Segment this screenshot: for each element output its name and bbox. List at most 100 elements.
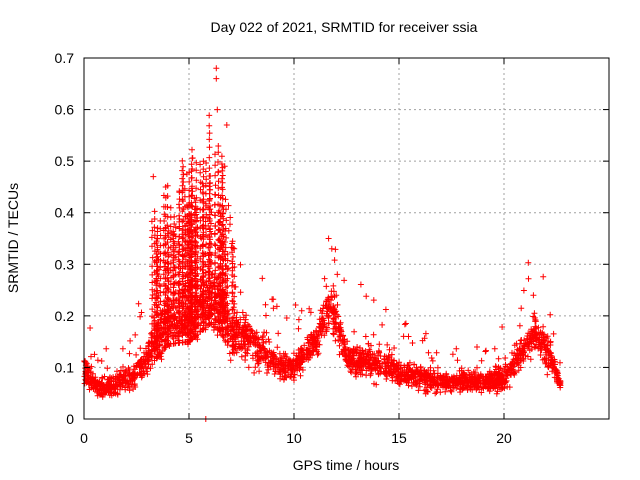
- data-point: [202, 200, 209, 207]
- data-point: [171, 321, 178, 328]
- data-point: [422, 330, 429, 337]
- data-point: [354, 357, 360, 364]
- data-point: [200, 319, 207, 326]
- data-point: [215, 263, 222, 270]
- data-point: [103, 345, 110, 352]
- data-point: [186, 187, 193, 194]
- data-point: [215, 168, 222, 175]
- data-point: [199, 288, 206, 295]
- data-point: [223, 284, 229, 291]
- data-point: [306, 305, 313, 312]
- data-point: [373, 381, 380, 388]
- data-point: [199, 189, 206, 196]
- data-point: [145, 350, 152, 357]
- data-point: [162, 203, 169, 210]
- data-point: [199, 214, 206, 220]
- data-point: [325, 320, 332, 327]
- data-point: [401, 372, 408, 378]
- data-point: [215, 201, 222, 208]
- data-point: [432, 379, 439, 386]
- data-point: [206, 265, 213, 272]
- data-point: [224, 342, 231, 349]
- data-point: [149, 227, 156, 234]
- data-point: [186, 257, 193, 264]
- data-point: [297, 372, 304, 379]
- data-point: [149, 271, 156, 278]
- data-point: [449, 351, 456, 358]
- data-point: [170, 228, 177, 235]
- data-point: [153, 327, 160, 334]
- data-point: [307, 331, 314, 338]
- data-point: [200, 306, 207, 313]
- data-point: [125, 381, 132, 388]
- data-point: [157, 264, 164, 271]
- data-point: [462, 375, 469, 382]
- data-point: [262, 359, 269, 366]
- data-point: [499, 324, 506, 330]
- data-point: [290, 350, 297, 357]
- data-point: [207, 257, 214, 264]
- data-point: [126, 366, 133, 373]
- data-point: [187, 222, 194, 229]
- data-point: [342, 347, 349, 354]
- data-point: [167, 214, 174, 221]
- data-point: [223, 234, 230, 241]
- data-point: [138, 374, 145, 381]
- data-point: [294, 357, 301, 364]
- data-point: [219, 195, 226, 202]
- data-point: [154, 346, 161, 353]
- data-point: [491, 378, 498, 385]
- data-point: [304, 350, 311, 357]
- data-point: [215, 313, 222, 320]
- data-point: [219, 231, 226, 238]
- data-point: [460, 385, 467, 391]
- data-point: [382, 306, 389, 313]
- data-point: [527, 356, 534, 363]
- data-point: [252, 364, 259, 371]
- data-point: [350, 346, 357, 353]
- data-point: [162, 234, 169, 241]
- data-point: [469, 375, 476, 382]
- data-point: [157, 289, 164, 296]
- data-point: [454, 357, 461, 364]
- data-point: [138, 309, 145, 316]
- data-point: [87, 325, 94, 331]
- data-point: [126, 350, 133, 357]
- data-point: [203, 160, 210, 166]
- data-point: [330, 282, 337, 289]
- data-point: [111, 383, 118, 390]
- data-point: [149, 279, 156, 286]
- data-point: [148, 234, 155, 241]
- data-point: [498, 372, 505, 379]
- x-tick-label: 20: [496, 430, 512, 446]
- data-point: [197, 322, 204, 329]
- data-point: [193, 185, 200, 192]
- data-point: [325, 235, 332, 242]
- data-point: [153, 334, 160, 341]
- data-point: [179, 294, 186, 301]
- data-point: [229, 264, 236, 271]
- data-point: [230, 314, 237, 321]
- data-point: [288, 373, 294, 380]
- data-point: [183, 220, 190, 227]
- data-point: [215, 236, 222, 243]
- data-point: [472, 381, 479, 388]
- data-point: [179, 286, 186, 293]
- data-point: [347, 349, 354, 356]
- data-point: [219, 202, 226, 209]
- data-point: [279, 373, 286, 380]
- data-point: [509, 360, 516, 367]
- data-point: [352, 366, 359, 373]
- data-point: [333, 320, 340, 327]
- data-point: [375, 370, 382, 377]
- data-point: [149, 313, 156, 320]
- data-point: [316, 316, 323, 323]
- data-point: [194, 285, 201, 292]
- data-point: [186, 337, 193, 344]
- data-point: [154, 278, 161, 284]
- data-point: [229, 336, 236, 343]
- data-point: [154, 287, 161, 294]
- y-tick-label: 0: [66, 411, 74, 427]
- data-point: [191, 294, 198, 301]
- data-point: [490, 385, 497, 391]
